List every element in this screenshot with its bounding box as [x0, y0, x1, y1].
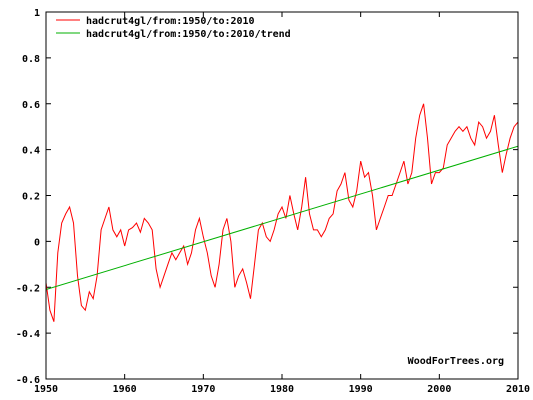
x-tick-label-2: 1970 — [191, 384, 215, 395]
y-tick-label-8: 1 — [34, 8, 40, 19]
y-tick-label-2: -0.2 — [16, 283, 40, 294]
y-tick-label-1: -0.4 — [16, 329, 40, 340]
legend: hadcrut4gl/from:1950/to:2010 hadcrut4gl/… — [56, 16, 291, 40]
x-tick-label-3: 1980 — [270, 384, 294, 395]
x-tick-label-5: 2000 — [427, 384, 451, 395]
y-tick-label-3: 0 — [34, 237, 40, 248]
series-layer — [46, 103, 518, 322]
x-tick-label-6: 2010 — [506, 384, 530, 395]
series-line-1 — [46, 145, 518, 290]
y-tick-label-7: 0.8 — [22, 54, 40, 65]
x-tick-label-1: 1960 — [113, 384, 137, 395]
watermark: WoodForTrees.org — [408, 356, 504, 367]
y-tick-label-0: -0.6 — [16, 375, 40, 386]
y-tick-label-5: 0.4 — [22, 146, 40, 157]
plot-frame — [45, 11, 519, 380]
y-tick-label-4: 0.2 — [22, 192, 40, 203]
ticks-layer: -0.6 -0.4 -0.2 0 0.2 0.4 0.6 0.8 1 1950 1960 1970 19… — [16, 8, 530, 395]
series-line-0 — [46, 103, 518, 322]
x-tick-label-4: 1990 — [349, 384, 373, 395]
y-tick-label-6: 0.6 — [22, 100, 40, 111]
x-tick-label-0: 1950 — [34, 384, 58, 395]
legend-label-1: hadcrut4gl/from:1950/to:2010/trend — [86, 29, 291, 40]
legend-label-0: hadcrut4gl/from:1950/to:2010 — [86, 16, 255, 27]
